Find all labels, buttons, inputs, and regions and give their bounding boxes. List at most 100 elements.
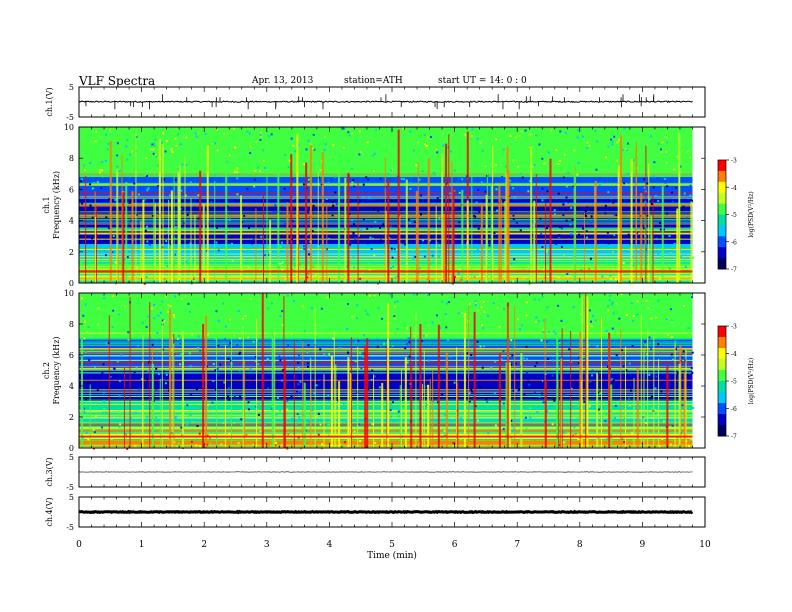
sferic-burst bbox=[427, 384, 430, 448]
psd-speckle bbox=[196, 425, 199, 428]
psd-speckle bbox=[253, 185, 256, 188]
psd-speckle bbox=[177, 442, 180, 445]
psd-speckle bbox=[577, 362, 580, 365]
psd-speckle bbox=[536, 173, 539, 176]
y-tick-label: 4 bbox=[69, 382, 74, 391]
psd-speckle bbox=[509, 134, 512, 137]
psd-speckle bbox=[624, 245, 627, 248]
psd-speckle bbox=[155, 367, 158, 370]
psd-speckle bbox=[111, 307, 114, 310]
psd-band bbox=[79, 339, 693, 371]
psd-speckle bbox=[118, 425, 121, 428]
sferic-burst bbox=[437, 324, 440, 448]
psd-speckle bbox=[320, 307, 323, 310]
psd-speckle bbox=[371, 423, 374, 426]
sferic-burst bbox=[635, 141, 637, 283]
psd-speckle bbox=[588, 267, 591, 270]
sferic-burst bbox=[159, 378, 161, 448]
psd-speckle bbox=[301, 348, 304, 351]
psd-speckle bbox=[606, 280, 609, 283]
psd-speckle bbox=[189, 310, 192, 313]
psd-speckle bbox=[562, 254, 565, 257]
psd-speckle bbox=[326, 296, 329, 299]
colorbar-swatch bbox=[718, 411, 726, 415]
psd-speckle bbox=[559, 130, 562, 133]
psd-speckle bbox=[286, 447, 289, 450]
psd-speckle bbox=[253, 178, 256, 181]
psd-speckle bbox=[126, 256, 129, 259]
psd-speckle bbox=[327, 182, 330, 185]
psd-speckle bbox=[411, 249, 414, 252]
x-tick-label: 10 bbox=[699, 540, 711, 550]
tonal-line bbox=[79, 337, 693, 339]
sferic-burst bbox=[625, 346, 627, 448]
psd-speckle bbox=[627, 397, 630, 400]
psd-speckle bbox=[174, 405, 177, 408]
psd-speckle bbox=[228, 218, 231, 221]
psd-speckle bbox=[546, 386, 549, 389]
psd-speckle bbox=[152, 148, 155, 151]
psd-speckle bbox=[360, 150, 363, 153]
psd-speckle bbox=[234, 309, 237, 312]
psd-speckle bbox=[359, 440, 362, 443]
psd-speckle bbox=[518, 274, 521, 277]
psd-speckle bbox=[547, 373, 550, 376]
psd-speckle bbox=[204, 133, 207, 136]
sferic-burst bbox=[333, 331, 335, 448]
psd-speckle bbox=[118, 395, 121, 398]
psd-speckle bbox=[389, 225, 392, 228]
psd-speckle bbox=[84, 168, 87, 171]
psd-speckle bbox=[312, 133, 315, 136]
psd-speckle bbox=[526, 301, 529, 304]
psd-speckle bbox=[446, 237, 449, 240]
psd-speckle bbox=[315, 188, 318, 191]
psd-speckle bbox=[519, 172, 522, 175]
psd-speckle bbox=[479, 141, 482, 144]
psd-speckle bbox=[346, 412, 349, 415]
psd-speckle bbox=[390, 415, 393, 418]
psd-speckle bbox=[186, 213, 189, 216]
psd-speckle bbox=[373, 375, 376, 378]
sferic-burst bbox=[633, 377, 635, 448]
tonal-line bbox=[79, 368, 693, 370]
psd-speckle bbox=[128, 264, 131, 267]
psd-speckle bbox=[290, 332, 293, 335]
psd-speckle bbox=[361, 272, 364, 275]
psd-speckle bbox=[227, 387, 230, 390]
sferic-burst bbox=[445, 143, 448, 283]
psd-speckle bbox=[159, 311, 162, 314]
psd-speckle bbox=[106, 384, 109, 387]
colorbar-swatch bbox=[718, 348, 726, 352]
psd-speckle bbox=[582, 227, 585, 230]
sferic-burst bbox=[205, 315, 208, 448]
psd-speckle bbox=[262, 153, 265, 156]
colorbar-swatch bbox=[718, 263, 726, 267]
psd-speckle bbox=[565, 364, 568, 367]
psd-speckle bbox=[453, 381, 456, 384]
psd-speckle bbox=[137, 130, 140, 133]
psd-speckle bbox=[472, 251, 475, 254]
psd-speckle bbox=[546, 410, 549, 413]
psd-speckle bbox=[641, 437, 644, 440]
psd-speckle bbox=[628, 362, 631, 365]
psd-speckle bbox=[257, 402, 260, 405]
psd-speckle bbox=[456, 298, 459, 301]
psd-speckle bbox=[278, 355, 281, 358]
psd-speckle bbox=[142, 186, 145, 189]
psd-speckle bbox=[170, 148, 173, 151]
psd-speckle bbox=[116, 142, 119, 145]
colorbar-swatch bbox=[718, 416, 726, 420]
psd-speckle bbox=[179, 316, 182, 319]
psd-speckle bbox=[280, 443, 283, 446]
psd-speckle bbox=[439, 191, 442, 194]
psd-speckle bbox=[500, 358, 503, 361]
sferic-burst bbox=[335, 364, 337, 448]
psd-speckle bbox=[525, 317, 528, 320]
psd-speckle bbox=[436, 151, 439, 154]
psd-speckle bbox=[382, 243, 385, 246]
psd-speckle bbox=[136, 266, 139, 269]
psd-speckle bbox=[146, 225, 149, 228]
psd-speckle bbox=[590, 320, 593, 323]
psd-speckle bbox=[399, 399, 402, 402]
psd-speckle bbox=[101, 169, 104, 172]
